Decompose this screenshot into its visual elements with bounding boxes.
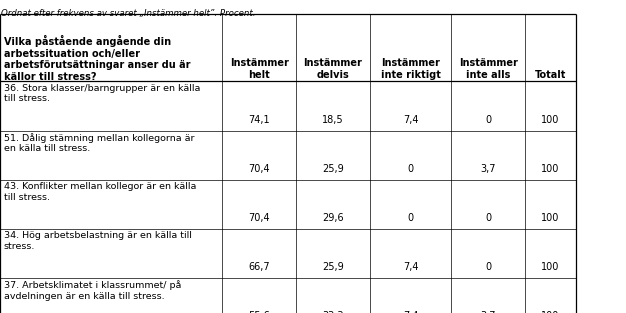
- Text: 55,6: 55,6: [249, 311, 270, 313]
- Text: 100: 100: [541, 262, 560, 272]
- Text: 0: 0: [408, 164, 414, 174]
- Text: 43. Konflikter mellan kollegor är en källa
till stress.: 43. Konflikter mellan kollegor är en käl…: [4, 182, 196, 202]
- Text: 0: 0: [408, 213, 414, 223]
- Text: 34. Hög arbetsbelastning är en källa till
stress.: 34. Hög arbetsbelastning är en källa til…: [4, 231, 192, 251]
- Text: Instämmer
inte alls: Instämmer inte alls: [459, 58, 518, 80]
- Text: 51. Dålig stämning mellan kollegorna är
en källa till stress.: 51. Dålig stämning mellan kollegorna är …: [4, 133, 194, 153]
- Text: 0: 0: [485, 115, 491, 125]
- Text: 7,4: 7,4: [403, 262, 418, 272]
- Text: Instämmer
delvis: Instämmer delvis: [304, 58, 362, 80]
- Text: 74,1: 74,1: [249, 115, 270, 125]
- Text: 100: 100: [541, 311, 560, 313]
- Text: 29,6: 29,6: [322, 213, 344, 223]
- Text: Vilka påstående angående din
arbetssituation och/eller
arbetsförutsättningar ans: Vilka påstående angående din arbetssitua…: [4, 35, 190, 82]
- Text: 66,7: 66,7: [249, 262, 270, 272]
- Text: Totalt: Totalt: [535, 70, 567, 80]
- Text: 3,7: 3,7: [481, 311, 496, 313]
- Text: 25,9: 25,9: [322, 164, 344, 174]
- Text: 100: 100: [541, 213, 560, 223]
- Text: 36. Stora klasser/barngrupper är en källa
till stress.: 36. Stora klasser/barngrupper är en käll…: [4, 84, 200, 103]
- Text: 100: 100: [541, 164, 560, 174]
- Text: 0: 0: [485, 213, 491, 223]
- Text: 0: 0: [485, 262, 491, 272]
- Text: 70,4: 70,4: [249, 213, 270, 223]
- Text: 7,4: 7,4: [403, 115, 418, 125]
- Text: Instämmer
helt: Instämmer helt: [230, 58, 289, 80]
- Text: 100: 100: [541, 115, 560, 125]
- Text: Ordnat efter frekvens av svaret „Instämmer helt”. Procent.: Ordnat efter frekvens av svaret „Instämm…: [1, 9, 256, 18]
- Text: 70,4: 70,4: [249, 164, 270, 174]
- Text: 37. Arbetsklimatet i klassrummet/ på
avdelningen är en källa till stress.: 37. Arbetsklimatet i klassrummet/ på avd…: [4, 280, 181, 301]
- Text: Instämmer
inte riktigt: Instämmer inte riktigt: [381, 58, 441, 80]
- Text: 7,4: 7,4: [403, 311, 418, 313]
- Text: 33,3: 33,3: [322, 311, 344, 313]
- Text: 25,9: 25,9: [322, 262, 344, 272]
- Text: 18,5: 18,5: [322, 115, 344, 125]
- Text: 3,7: 3,7: [481, 164, 496, 174]
